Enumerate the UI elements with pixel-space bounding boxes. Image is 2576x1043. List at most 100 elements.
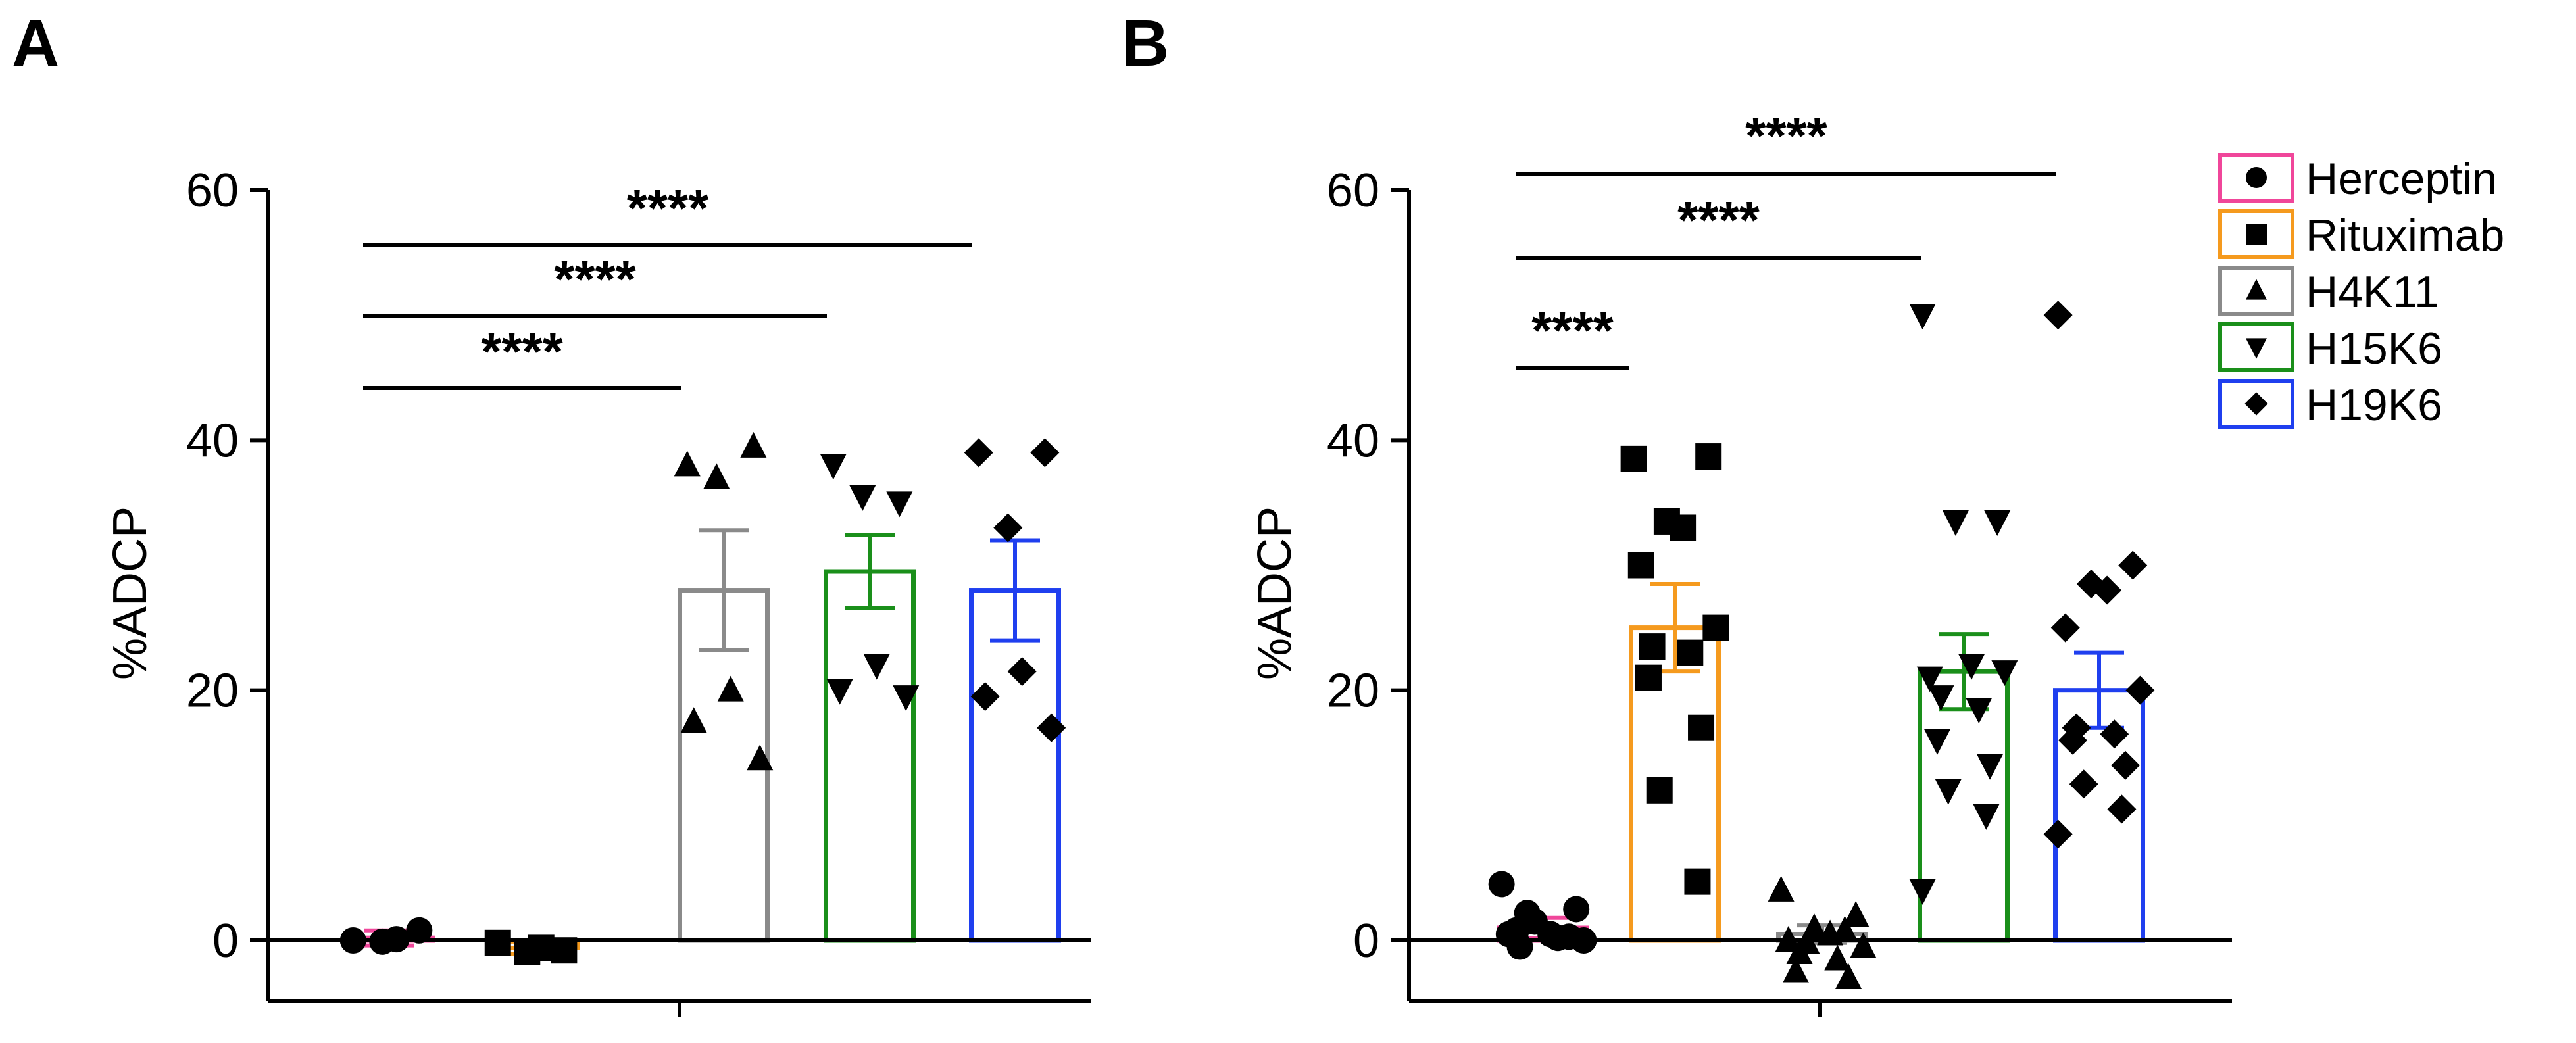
- y-tick-label: 0: [212, 915, 239, 967]
- data-point: [484, 929, 511, 956]
- legend-marker: [2244, 392, 2268, 416]
- data-point: [680, 707, 707, 733]
- data-point: [849, 485, 876, 511]
- legend-swatch: [2218, 209, 2294, 259]
- data-point: [703, 463, 730, 489]
- data-point: [1909, 304, 1936, 330]
- legend-swatch: [2218, 379, 2294, 429]
- data-point: [1991, 660, 2018, 687]
- significance-label: ****: [481, 322, 563, 381]
- data-point: [964, 438, 993, 468]
- legend-label: H4K11: [2306, 267, 2439, 317]
- data-point: [1646, 777, 1673, 804]
- significance-label: ****: [1531, 301, 1614, 360]
- legend-swatch: [2218, 322, 2294, 372]
- data-point: [1824, 944, 1851, 971]
- legend-label: H19K6: [2306, 380, 2442, 430]
- data-point: [1695, 443, 1722, 470]
- data-point: [1688, 714, 1715, 741]
- bar-h15k6: [824, 569, 916, 943]
- data-point: [2125, 675, 2155, 705]
- data-point: [820, 454, 847, 480]
- data-point: [1556, 923, 1583, 950]
- data-point: [1923, 729, 1950, 755]
- data-point: [1782, 957, 1809, 983]
- significance-label: ****: [627, 179, 709, 237]
- data-point: [1927, 685, 1954, 712]
- data-point: [2069, 769, 2098, 799]
- legend-label: Rituximab: [2306, 210, 2504, 260]
- data-point: [1916, 666, 1943, 692]
- legend-swatch: [2218, 266, 2294, 316]
- data-point: [1973, 804, 2000, 830]
- y-tick-label: 20: [186, 665, 239, 717]
- data-point: [1677, 639, 1704, 666]
- data-point: [1639, 633, 1666, 660]
- legend-marker: [2246, 167, 2267, 188]
- significance-label: ****: [1745, 107, 1827, 165]
- panel-b: B %ADCP 0 20 40 60 **** **** ****: [1122, 7, 2232, 1017]
- data-point: [1670, 514, 1697, 541]
- data-point: [1768, 875, 1795, 902]
- data-point: [1514, 900, 1541, 927]
- data-point: [1702, 614, 1729, 641]
- data-point: [528, 934, 555, 961]
- legend: Herceptin Rituximab H4K11 H15K6 H19K6: [2218, 153, 2504, 430]
- data-point: [1488, 871, 1515, 898]
- data-point: [551, 937, 578, 964]
- data-point: [1030, 438, 1060, 468]
- data-point: [2043, 301, 2073, 330]
- data-point: [1843, 900, 1870, 927]
- panel-a: A %ADCP 0 20 40 60 **** **** ****: [12, 7, 1091, 1017]
- y-tick-label: 60: [1327, 164, 1379, 217]
- data-point: [1850, 932, 1877, 958]
- data-point: [747, 744, 774, 771]
- data-point: [863, 654, 890, 680]
- data-point: [2043, 819, 2073, 849]
- y-tick-label: 20: [1327, 665, 1379, 717]
- data-point: [2100, 719, 2129, 749]
- data-point: [1684, 868, 1711, 895]
- data-point: [1775, 926, 1802, 952]
- data-point: [674, 450, 701, 477]
- data-point: [1831, 915, 1858, 942]
- significance-label: ****: [554, 250, 636, 308]
- data-point: [2050, 613, 2080, 643]
- data-point: [2107, 794, 2137, 824]
- legend-label: H15K6: [2306, 324, 2442, 374]
- data-point: [1793, 928, 1820, 954]
- legend-marker: [2246, 224, 2267, 245]
- data-point: [2111, 750, 2141, 780]
- y-tick-label: 60: [186, 164, 239, 217]
- legend-swatch: [2218, 153, 2294, 203]
- data-point: [740, 431, 767, 458]
- data-point: [1935, 779, 1962, 805]
- y-tick-label: 0: [1353, 915, 1379, 967]
- data-point: [2058, 725, 2087, 755]
- legend-marker: [2246, 279, 2267, 300]
- data-point: [1909, 879, 1936, 905]
- y-tick-label: 40: [186, 414, 239, 467]
- data-point: [970, 682, 1000, 712]
- data-point: [1942, 510, 1969, 536]
- data-point: [1563, 896, 1590, 923]
- data-point: [2093, 575, 2122, 605]
- data-point: [1627, 552, 1654, 579]
- data-point: [339, 927, 366, 954]
- data-point: [383, 926, 410, 953]
- data-point: [1984, 510, 2011, 536]
- data-point: [2118, 550, 2148, 580]
- data-point: [886, 491, 913, 518]
- data-point: [1958, 654, 1985, 680]
- data-point: [1977, 754, 2004, 780]
- data-point: [1007, 657, 1037, 687]
- panel-letter: A: [12, 7, 59, 80]
- data-point: [1620, 445, 1647, 472]
- legend-label: Herceptin: [2306, 154, 2497, 204]
- y-axis-label: %ADCP: [1249, 506, 1301, 680]
- data-point: [826, 679, 853, 705]
- data-point: [1635, 664, 1662, 691]
- data-point: [993, 513, 1023, 543]
- data-point: [717, 675, 744, 702]
